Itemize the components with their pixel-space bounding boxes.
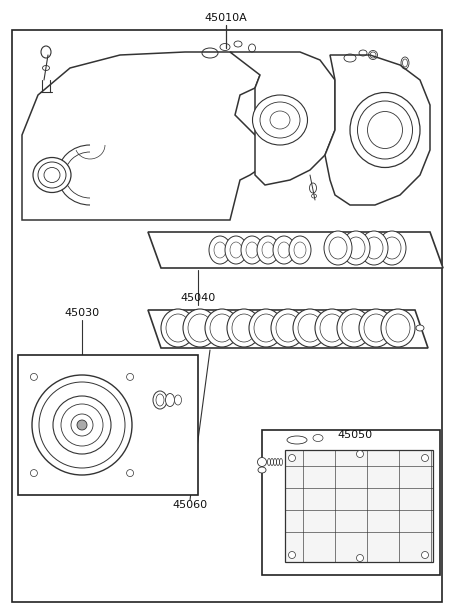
Ellipse shape xyxy=(214,242,226,258)
Ellipse shape xyxy=(315,309,349,347)
Ellipse shape xyxy=(156,394,164,406)
Ellipse shape xyxy=(210,314,234,342)
Ellipse shape xyxy=(367,111,403,149)
Ellipse shape xyxy=(32,375,132,475)
Bar xyxy=(285,450,433,562)
Ellipse shape xyxy=(230,242,242,258)
Ellipse shape xyxy=(174,395,182,405)
Polygon shape xyxy=(22,52,265,220)
Ellipse shape xyxy=(271,309,305,347)
Ellipse shape xyxy=(77,420,87,430)
Ellipse shape xyxy=(289,455,295,461)
Ellipse shape xyxy=(71,414,93,436)
Ellipse shape xyxy=(53,396,111,454)
Ellipse shape xyxy=(294,242,306,258)
Ellipse shape xyxy=(165,394,174,406)
Ellipse shape xyxy=(249,309,283,347)
Polygon shape xyxy=(148,232,443,268)
Ellipse shape xyxy=(298,314,322,342)
Ellipse shape xyxy=(421,455,429,461)
Polygon shape xyxy=(230,52,335,185)
Ellipse shape xyxy=(188,314,212,342)
Ellipse shape xyxy=(126,469,134,477)
Ellipse shape xyxy=(183,309,217,347)
Ellipse shape xyxy=(324,231,352,265)
Ellipse shape xyxy=(381,309,415,347)
Ellipse shape xyxy=(225,236,247,264)
Ellipse shape xyxy=(329,237,347,259)
Ellipse shape xyxy=(347,237,365,259)
Ellipse shape xyxy=(365,237,383,259)
Bar xyxy=(18,355,198,495)
Ellipse shape xyxy=(205,309,239,347)
Ellipse shape xyxy=(262,242,274,258)
Ellipse shape xyxy=(364,314,388,342)
Ellipse shape xyxy=(260,102,300,138)
Ellipse shape xyxy=(359,309,393,347)
Ellipse shape xyxy=(386,314,410,342)
Ellipse shape xyxy=(276,314,300,342)
Ellipse shape xyxy=(289,236,311,264)
Ellipse shape xyxy=(421,551,429,559)
Polygon shape xyxy=(325,55,430,205)
Ellipse shape xyxy=(350,92,420,168)
Ellipse shape xyxy=(38,162,66,188)
Ellipse shape xyxy=(209,236,231,264)
Ellipse shape xyxy=(44,168,60,182)
Ellipse shape xyxy=(258,467,266,473)
Ellipse shape xyxy=(153,391,167,409)
Ellipse shape xyxy=(313,435,323,441)
Ellipse shape xyxy=(320,314,344,342)
Text: 45060: 45060 xyxy=(173,500,207,510)
Ellipse shape xyxy=(278,242,290,258)
Ellipse shape xyxy=(241,236,263,264)
Ellipse shape xyxy=(254,314,278,342)
Ellipse shape xyxy=(289,551,295,559)
Ellipse shape xyxy=(337,309,371,347)
Bar xyxy=(262,430,440,575)
Ellipse shape xyxy=(357,554,363,561)
Ellipse shape xyxy=(257,458,266,466)
Ellipse shape xyxy=(293,309,327,347)
Ellipse shape xyxy=(416,325,424,331)
Ellipse shape xyxy=(30,469,38,477)
Ellipse shape xyxy=(270,111,290,129)
Ellipse shape xyxy=(246,242,258,258)
Text: 45040: 45040 xyxy=(180,293,216,303)
Text: 45010A: 45010A xyxy=(205,13,247,23)
Ellipse shape xyxy=(126,373,134,381)
Ellipse shape xyxy=(33,157,71,193)
Ellipse shape xyxy=(232,314,256,342)
Ellipse shape xyxy=(273,236,295,264)
Ellipse shape xyxy=(378,231,406,265)
Ellipse shape xyxy=(357,101,413,159)
Text: 45050: 45050 xyxy=(337,430,372,440)
Ellipse shape xyxy=(166,314,190,342)
Ellipse shape xyxy=(252,95,308,145)
Ellipse shape xyxy=(287,436,307,444)
Text: 45030: 45030 xyxy=(64,308,100,318)
Ellipse shape xyxy=(342,231,370,265)
Ellipse shape xyxy=(257,236,279,264)
Ellipse shape xyxy=(39,382,125,468)
Ellipse shape xyxy=(30,373,38,381)
Ellipse shape xyxy=(227,309,261,347)
Ellipse shape xyxy=(161,309,195,347)
Ellipse shape xyxy=(342,314,366,342)
Ellipse shape xyxy=(383,237,401,259)
Ellipse shape xyxy=(357,450,363,458)
Polygon shape xyxy=(148,310,428,348)
Ellipse shape xyxy=(360,231,388,265)
Ellipse shape xyxy=(61,404,103,446)
